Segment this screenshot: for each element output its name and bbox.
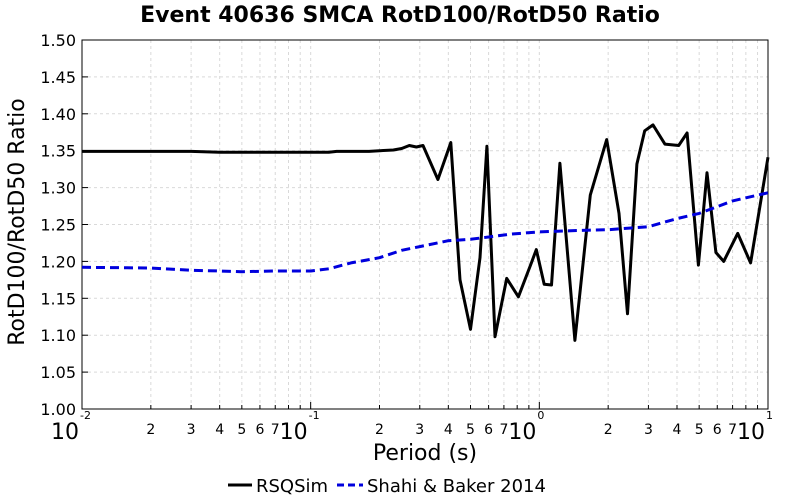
x-axis-label: Period (s) — [373, 441, 477, 466]
x-minor-tick-label: 4 — [215, 422, 224, 438]
x-minor-tick-label: 3 — [415, 422, 424, 438]
x-minor-tick-label: 2 — [375, 422, 384, 438]
x-minor-tick-label: 5 — [695, 422, 704, 438]
series — [81, 123, 770, 342]
y-tick-label: 1.15 — [40, 289, 76, 308]
x-major-tick-base: 10 — [280, 420, 308, 445]
x-minor-tick-label: 6 — [255, 422, 264, 438]
x-minor-tick-label: 6 — [484, 422, 493, 438]
x-minor-tick-label: 2 — [604, 422, 613, 438]
x-minor-tick-label: 2 — [146, 422, 155, 438]
series-line-1 — [81, 191, 769, 274]
y-tick-label: 1.40 — [40, 105, 76, 124]
y-tick-label: 1.35 — [40, 142, 76, 161]
x-major-tick-base: 10 — [508, 420, 536, 445]
legend-label-0: RSQSim — [256, 476, 328, 497]
x-major-tick-base: 10 — [51, 420, 79, 445]
x-minor-tick-label: 6 — [713, 422, 722, 438]
y-tick-label: 1.30 — [40, 179, 76, 198]
y-tick-label: 1.20 — [40, 252, 76, 271]
chart-title: Event 40636 SMCA RotD100/RotD50 Ratio — [140, 3, 660, 28]
legend-label-1: Shahi & Baker 2014 — [367, 476, 546, 497]
x-minor-tick-label: 7 — [271, 422, 280, 438]
x-minor-tick-label: 4 — [673, 422, 682, 438]
x-minor-tick-label: 7 — [728, 422, 737, 438]
x-major-tick-exponent: 0 — [537, 409, 544, 422]
x-minor-tick-label: 7 — [499, 422, 508, 438]
x-minor-tick-label: 3 — [644, 422, 653, 438]
x-minor-tick-label: 5 — [237, 422, 246, 438]
x-major-tick-exponent: -1 — [309, 409, 320, 422]
y-axis-label: RotD100/RotD50 Ratio — [5, 98, 30, 346]
y-tick-label: 1.45 — [40, 68, 76, 87]
y-tick-label: 1.10 — [40, 326, 76, 345]
x-major-tick-base: 10 — [737, 420, 765, 445]
y-tick-label: 1.25 — [40, 216, 76, 235]
x-major-tick-exponent: 1 — [766, 409, 773, 422]
x-minor-tick-label: 5 — [466, 422, 475, 438]
x-minor-tick-label: 4 — [444, 422, 453, 438]
x-minor-tick-label: 3 — [187, 422, 196, 438]
y-axis-ticks: 1.00 1.05 1.10 1.15 1.20 1.25 1.30 1.35 1.40 1.45… — [40, 31, 88, 419]
series-line-0 — [82, 123, 770, 342]
y-tick-label: 1.05 — [40, 363, 76, 382]
legend: RSQSim Shahi & Baker 2014 — [228, 476, 546, 497]
x-major-tick-exponent: -2 — [80, 409, 91, 422]
y-tick-label: 1.50 — [40, 31, 76, 50]
grid — [82, 40, 768, 409]
y-tick-label: 1.00 — [40, 400, 76, 419]
